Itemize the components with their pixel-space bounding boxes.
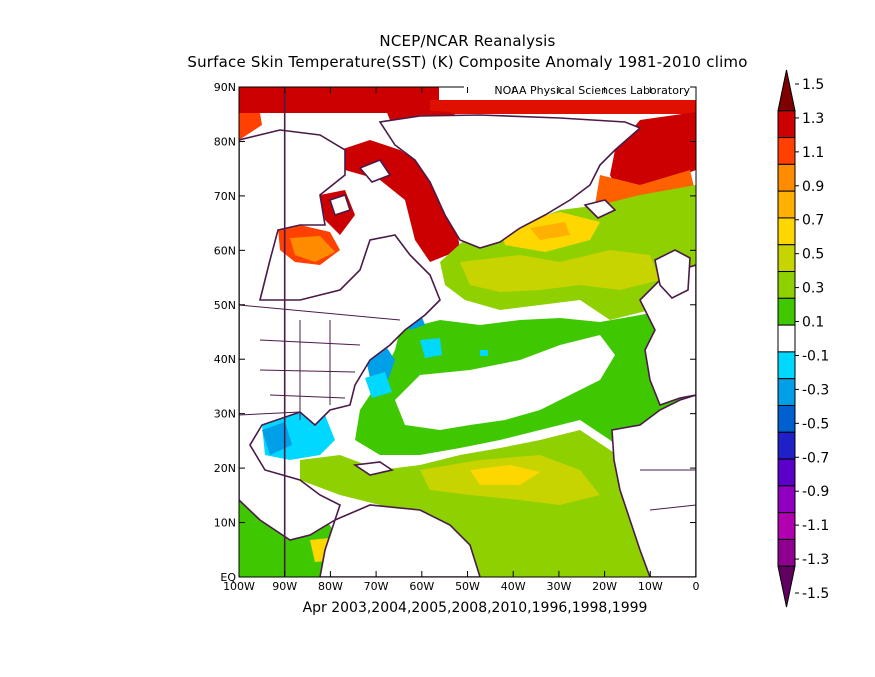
lon-tick-label: 70W (364, 580, 389, 593)
credit-box (464, 82, 694, 98)
colorbar-swatch (777, 378, 796, 406)
colorbar-swatch (777, 512, 796, 540)
lat-tick-label: 80N (214, 135, 236, 148)
anomaly-small-cyan (480, 350, 488, 356)
colorbar-label: -0.9 (802, 484, 829, 500)
colorbar-label: -0.1 (802, 348, 829, 364)
land-layer (239, 114, 696, 577)
lat-tick-label: 60N (214, 244, 236, 257)
lat-tick-label: 50N (214, 299, 236, 312)
british-isles (654, 249, 691, 299)
colorbar-swatch (777, 271, 796, 299)
colorbar-swatch (777, 458, 796, 487)
colorbar-swatch (777, 404, 796, 433)
colorbar-swatch (777, 297, 796, 326)
lon-tick-label: 80W (318, 580, 343, 593)
lon-tick-label: 100W (223, 580, 255, 593)
colorbar-label: -1.5 (802, 586, 829, 602)
colorbar-swatch (777, 244, 796, 273)
colorbar-label: -0.7 (802, 450, 829, 466)
chart-subtitle: Surface Skin Temperature(SST) (K) Compos… (187, 53, 748, 71)
colorbar-label: 1.5 (802, 77, 824, 93)
anomaly-tropical-yellow (470, 465, 540, 485)
lon-tick-label: 30W (546, 580, 571, 593)
colorbar-label: 0.9 (802, 179, 824, 195)
colorbar-swatch (777, 324, 796, 353)
lat-tick-label: 30N (214, 408, 236, 421)
colorbar-swatch (777, 190, 796, 219)
arctic-island (328, 193, 352, 217)
anomaly-arctic-band-east (430, 100, 696, 114)
latitude-axis: EQ 10N 20N 30N 40N 50N 60N 70N 80N 90N (214, 81, 696, 584)
iceland (583, 199, 617, 219)
anomaly-east-coast-cyan (365, 372, 392, 398)
longitude-axis: 100W 90W 80W 70W 60W 50W 40W 30W 20W 10W 0 (223, 87, 700, 593)
colorbar-label: 0.5 (802, 247, 824, 263)
anomaly-hudson-bay-inner (290, 236, 335, 262)
anomaly-gulf-stream-cyan (420, 338, 442, 358)
colorbar-swatch (777, 538, 796, 567)
anomaly-north-atlantic-yellowgreen (460, 250, 660, 292)
border-state-3 (269, 394, 346, 399)
colorbar-bottom-cap (777, 565, 796, 608)
lon-tick-label: 10W (638, 580, 663, 593)
border-africa-2 (649, 504, 696, 511)
lat-tick-label: 90N (214, 81, 236, 94)
colorbar-swatch (777, 351, 796, 380)
border-us-mexico (239, 411, 301, 416)
lon-tick-label: 20W (592, 580, 617, 593)
border-state-1 (259, 339, 361, 346)
south-america-landmass (319, 504, 481, 577)
colorbar-swatch (777, 163, 796, 192)
colorbar-label: -1.3 (802, 552, 829, 568)
north-america-landmass (239, 129, 441, 541)
baffin-island (358, 159, 392, 183)
lon-tick-label: 60W (409, 580, 434, 593)
anomaly-tropical-green (300, 430, 696, 577)
lon-tick-label: 0 (693, 580, 700, 593)
colorbar-label: -0.3 (802, 382, 829, 398)
colorbar-label: 0.3 (802, 281, 824, 297)
colorbar-label: -0.5 (802, 416, 829, 432)
colorbar-swatch (777, 137, 796, 165)
lon-tick-label: 50W (455, 580, 480, 593)
colorbar-swatch (777, 110, 796, 139)
colorbar-label: 0.7 (802, 213, 824, 229)
border-state-2 (259, 369, 356, 373)
colorbar-top-cap (777, 69, 796, 112)
country-borders (239, 304, 696, 511)
border-us-canada (239, 304, 401, 321)
lon-tick-label: 90W (272, 580, 297, 593)
anomaly-arctic-band (239, 87, 439, 113)
anomaly-central-neutral (395, 335, 615, 430)
lat-tick-label: 70N (214, 190, 236, 203)
colorbar-swatch (777, 485, 796, 514)
colorbar-swatch (777, 217, 796, 246)
chart-title: NCEP/NCAR Reanalysis (379, 32, 556, 50)
composite-years-caption: Apr 2003,2004,2005,2008,2010,1996,1998,1… (302, 600, 648, 616)
colorbar-label: -1.1 (802, 518, 829, 534)
lat-tick-label: 40N (214, 353, 236, 366)
greenland-landmass (378, 114, 642, 249)
anomaly-arctic-west (239, 113, 262, 140)
lon-tick-label: 40W (501, 580, 526, 593)
colorbar-swatch (777, 431, 796, 460)
colorbar: 1.5 1.3 1.1 0.9 0.7 0.5 0.3 0.1 -0.1 -0.3 -0.5 -0.7… (777, 69, 829, 608)
colorbar-label: 1.3 (802, 111, 824, 127)
lat-tick-label: EQ (220, 571, 236, 584)
credit-text: NOAA Physical Sciences Laboratory (494, 84, 690, 97)
colorbar-label: 1.1 (802, 145, 824, 161)
lat-tick-label: 20N (214, 462, 236, 475)
colorbar-label: 0.1 (802, 315, 824, 331)
africa-landmass (611, 394, 696, 577)
lat-tick-label: 10N (214, 517, 236, 530)
cuba-hispaniola (352, 461, 394, 476)
anomaly-labrador-orange (530, 222, 570, 240)
